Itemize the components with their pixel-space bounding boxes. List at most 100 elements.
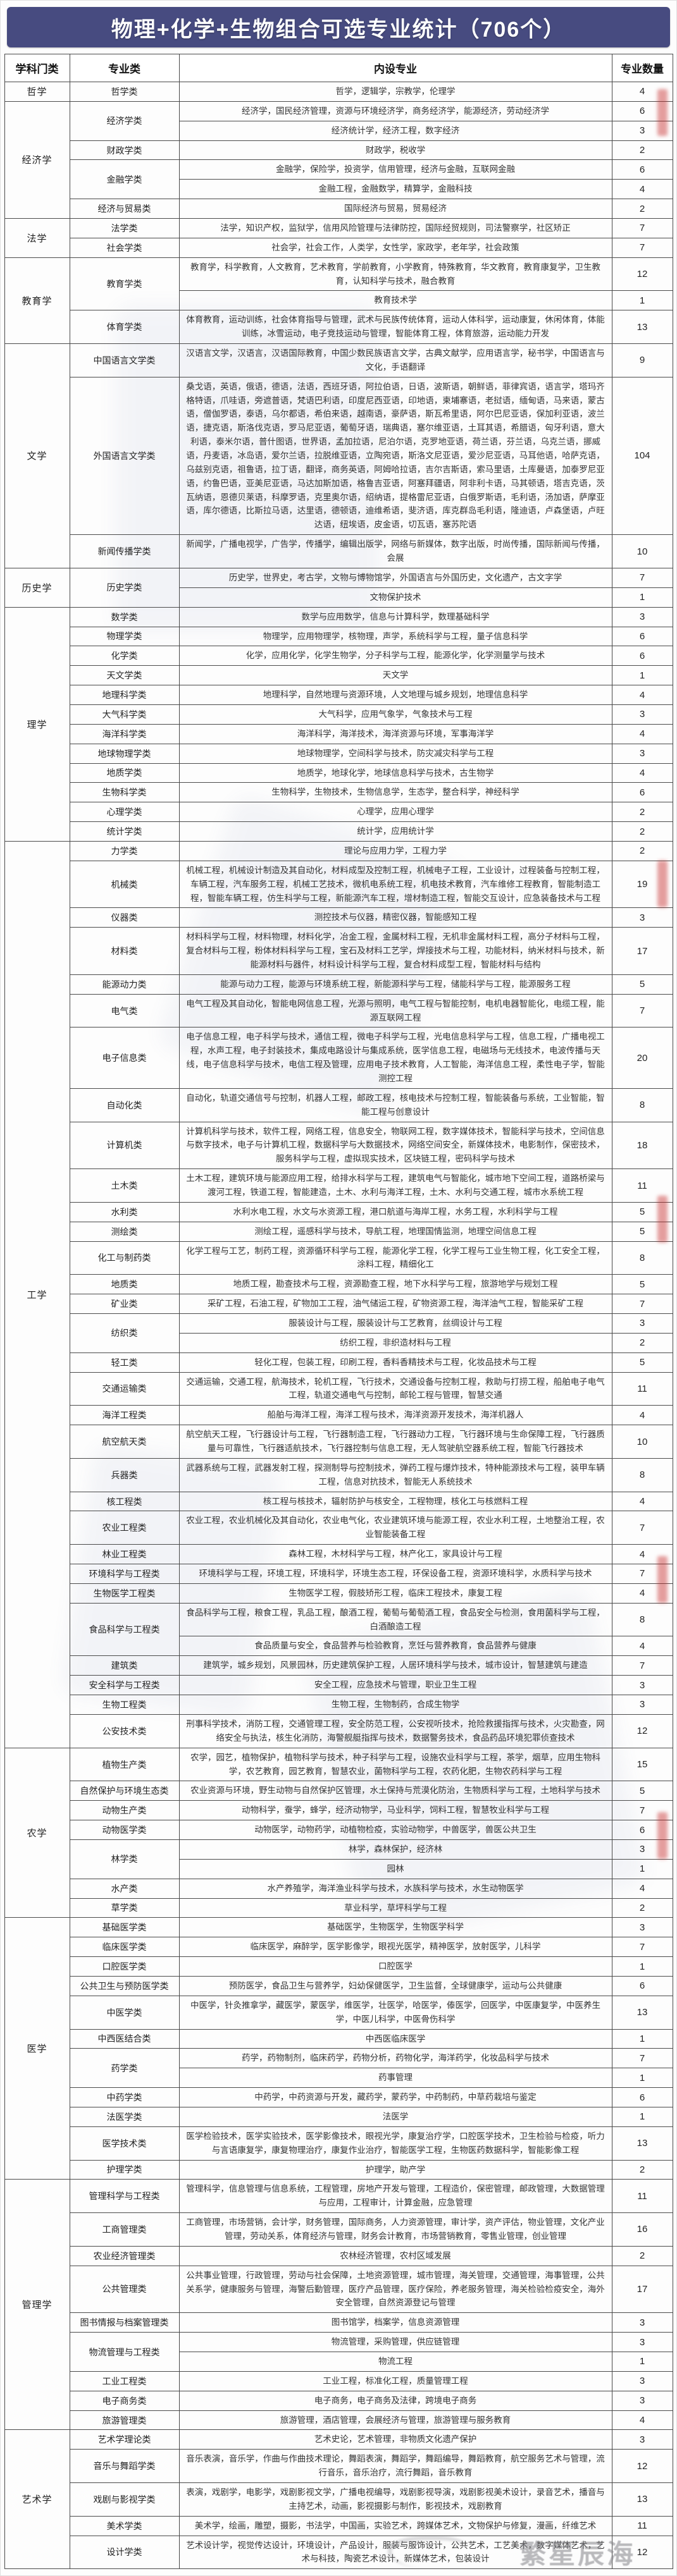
major-group-cell: 力学类 xyxy=(69,840,180,861)
table-row: 公共管理类 公共事业管理，行政管理，劳动与社会保障，土地资源管理，城市管理，海关管… xyxy=(4,2265,673,2314)
majors-cell: 统计学，应用统计学 xyxy=(178,821,612,842)
majors-cell: 中西医临床医学 xyxy=(178,2028,612,2049)
majors-cell: 公共事业管理，行政管理，劳动与社会保障，土地资源管理，城市管理，海关管理，交通管… xyxy=(178,2265,612,2314)
major-group-cell: 水产类 xyxy=(69,1878,180,1899)
majors-cell: 教育学，科学教育，人文教育，艺术教育，学前教育，小学教育，特殊教育，华文教育，教… xyxy=(178,257,612,291)
majors-cell: 艺术史论，艺术管理，非物质文化遗产保护 xyxy=(178,2429,612,2450)
count-cell: 5 xyxy=(611,974,673,995)
count-cell: 2 xyxy=(611,802,673,823)
majors-cell: 核工程与核技术，辐射防护与核安全，工程物理，核化工与核燃料工程 xyxy=(178,1491,612,1512)
table-row: 中西医结合类 中西医临床医学 1 xyxy=(4,2028,673,2049)
table-row: 理学 数学类 数学与应用数学，信息与计算科学，数理基础科学 3 xyxy=(4,606,673,842)
count-cell: 3 xyxy=(611,2390,673,2411)
major-group-cell: 纺织类 xyxy=(69,1313,180,1353)
count-cell: 4 xyxy=(611,685,673,705)
count-cell: 1 xyxy=(611,1956,673,1977)
table-row: 医学 基础医学类 基础医学，生物医学，生物医学科学 3 xyxy=(4,1917,673,2180)
count-cell: 2 xyxy=(611,2159,673,2180)
table-row: 生物科学类 生物科学，生物技术，生物信息学，生态学，整合科学，神经科学 6 xyxy=(4,782,673,803)
table-row: 环境科学与工程类 环境科学与工程，环境工程，环境科学，环境生态工程，环保设备工程，… xyxy=(4,1564,673,1584)
table-row: 艺术学 艺术学理论类 艺术史论，艺术管理，非物质文化遗产保护 3 xyxy=(4,2429,673,2570)
major-group-cell: 口腔医学类 xyxy=(69,1956,180,1977)
count-cell: 2 xyxy=(611,1898,673,1918)
major-group-cell: 海洋工程类 xyxy=(69,1405,180,1426)
major-group-cell: 法学类 xyxy=(69,218,180,238)
majors-cell: 电子商务，电子商务及法律，跨境电子商务 xyxy=(178,2390,612,2411)
table-row: 仪器类 测控技术与仪器，精密仪器，智能感知工程 3 xyxy=(4,907,673,928)
count-cell: 2 xyxy=(611,840,673,861)
count-cell: 4 xyxy=(611,179,673,200)
major-group-cell: 自动化类 xyxy=(69,1088,180,1122)
major-group-cell: 临床医学类 xyxy=(69,1937,180,1958)
major-group-cell: 工商管理类 xyxy=(69,2212,180,2247)
table-row: 经济学 经济学类 经济学，国民经济管理，资源与环境经济学，商务经济学，能源经济，劳动… xyxy=(4,101,673,219)
table-row: 法学 法学类 法学，知识产权，监狱学，信用风险管理与法律防控，国际经贸规则，司法警察… xyxy=(4,218,673,258)
table-row: 地质学类 地质学，地球化学，地球信息科学与技术，古生物学 4 xyxy=(4,763,673,783)
majors-cell: 经济统计学，经济工程，数字经济 xyxy=(178,120,612,141)
table-row: 林学类 林学，森林保护，经济林 3 xyxy=(4,1839,673,1879)
majors-cell: 武器系统与工程，武器发射工程，探测制导与控制技术，弹药工程与爆炸技术，特种能源技… xyxy=(178,1457,612,1492)
majors-cell: 生物科学，生物技术，生物信息学，生态学，整合科学，神经科学 xyxy=(178,782,612,803)
majors-cell: 教育技术学 xyxy=(178,290,612,311)
count-cell: 8 xyxy=(611,1241,673,1275)
majors-cell: 服装设计与工程，服装设计与工艺教育，丝绸设计与工程 xyxy=(178,1313,612,1334)
count-cell: 5 xyxy=(611,1352,673,1373)
table-row: 历史学 历史学类 历史学，世界史，考古学，文物与博物馆学，外国语言与外国历史，文化遗… xyxy=(4,567,673,608)
majors-cell: 文物保护技术 xyxy=(178,587,612,608)
major-group-cell: 地质学类 xyxy=(69,763,180,783)
count-cell: 6 xyxy=(611,101,673,121)
table-row: 矿业类 采矿工程，石油工程，矿物加工工程，油气储运工程，矿物资源工程，海洋油气工程… xyxy=(4,1294,673,1315)
count-cell: 2 xyxy=(611,1332,673,1353)
majors-cell: 护理学，助产学 xyxy=(178,2159,612,2180)
table-row: 体育学类 体育教育，运动训练，社会体育指导与管理，武术与民族传统体育，运动人体科学… xyxy=(4,310,673,345)
major-group-cell: 天文学类 xyxy=(69,665,180,686)
count-cell: 3 xyxy=(611,2371,673,2391)
count-cell: 7 xyxy=(611,2048,673,2069)
major-group-cell: 计算机类 xyxy=(69,1121,180,1170)
major-group-cell: 音乐与舞蹈学类 xyxy=(69,2449,180,2484)
table-row: 农业工程类 农业工程，农业机械化及其自动化，农业电气化，农业建筑环境与能源工程，农… xyxy=(4,1511,673,1545)
table-row: 工学 力学类 理论与应用力学，工程力学 2 xyxy=(4,840,673,1748)
major-group-cell: 经济与贸易类 xyxy=(69,199,180,219)
table-row: 公共卫生与预防医学类 预防医学，食品卫生与营养学，妇幼保健医学，卫生监督，全球健康… xyxy=(4,1975,673,1996)
discipline-cell: 农学 xyxy=(4,1747,70,1918)
count-cell: 6 xyxy=(611,646,673,666)
table-row: 设计学类 艺术设计学，视觉传达设计，环境设计，产品设计，服装与服饰设计，公共艺术，… xyxy=(4,2535,673,2570)
table-row: 图书情报与档案管理类 图书馆学，档案学，信息资源管理 3 xyxy=(4,2312,673,2333)
discipline-cell: 理学 xyxy=(4,606,70,842)
table-row: 能源动力类 能源与动力工程，能源与环境系统工程，新能源科学与工程，储能科学与工程，… xyxy=(4,974,673,995)
count-cell: 4 xyxy=(611,1544,673,1565)
majors-cell: 安全工程，应急技术与管理，职业卫生工程 xyxy=(178,1675,612,1696)
major-group-cell: 兵器类 xyxy=(69,1457,180,1492)
count-cell: 3 xyxy=(611,1313,673,1334)
majors-cell: 天文学 xyxy=(178,665,612,686)
table-row: 药学类 药学，药物制剂，临床药学，药物分析，药物化学，海洋药学，化妆品科学与技术 7 xyxy=(4,2048,673,2088)
majors-cell: 经济学，国民经济管理，资源与环境经济学，商务经济学，能源经济，劳动经济学 xyxy=(178,101,612,121)
count-cell: 7 xyxy=(611,1564,673,1584)
majors-cell: 林学，森林保护，经济林 xyxy=(178,1839,612,1860)
count-cell: 6 xyxy=(611,2087,673,2107)
table-row: 化工与制药类 化学工程与工艺，制药工程，资源循环科学与工程，能源化学工程，化学工程… xyxy=(4,1241,673,1275)
majors-cell: 医学检验技术，医学实验技术，医学影像技术，眼视光学，康复治疗学，口腔医学技术，卫… xyxy=(178,2126,612,2161)
count-cell: 6 xyxy=(611,1820,673,1840)
majors-cell: 图书馆学，档案学，信息资源管理 xyxy=(178,2312,612,2333)
majors-cell: 化学工程与工艺，制药工程，资源循环科学与工程，能源化学工程，化学工程与工业生物工… xyxy=(178,1241,612,1275)
major-group-cell: 中医学类 xyxy=(69,1995,180,2030)
table-row: 天文学类 天文学 1 xyxy=(4,665,673,686)
table-row: 教育学 教育学类 教育学，科学教育，人文教育，艺术教育，学前教育，小学教育，特殊教育… xyxy=(4,257,673,345)
major-group-cell: 航空航天类 xyxy=(69,1425,180,1459)
count-cell: 3 xyxy=(611,606,673,627)
table-row: 安全科学与工程类 安全工程，应急技术与管理，职业卫生工程 3 xyxy=(4,1675,673,1696)
count-cell: 13 xyxy=(611,1995,673,2030)
major-group-cell: 安全科学与工程类 xyxy=(69,1675,180,1696)
major-group-cell: 自然保护与环境生态类 xyxy=(69,1781,180,1801)
majors-cell: 财政学，税收学 xyxy=(178,140,612,161)
table-row: 园林 1 xyxy=(4,1858,673,1879)
major-group-cell: 数学类 xyxy=(69,606,180,627)
major-group-cell: 植物生产类 xyxy=(69,1747,180,1782)
table-row: 计算机类 计算机科学与技术，软件工程，网络工程，信息安全，物联网工程，数字媒体技术… xyxy=(4,1121,673,1170)
majors-cell: 表演，戏剧学，电影学，戏剧影视文学，广播电视编导，戏剧影视导演，戏剧影视美术设计… xyxy=(178,2482,612,2517)
majors-cell: 体育教育，运动训练，社会体育指导与管理，武术与民族传统体育，运动人体科学，运动康… xyxy=(178,310,612,345)
majors-cell: 物理学，应用物理学，核物理，声学，系统科学与工程，量子信息科学 xyxy=(178,626,612,647)
major-group-cell: 生物科学类 xyxy=(69,782,180,803)
